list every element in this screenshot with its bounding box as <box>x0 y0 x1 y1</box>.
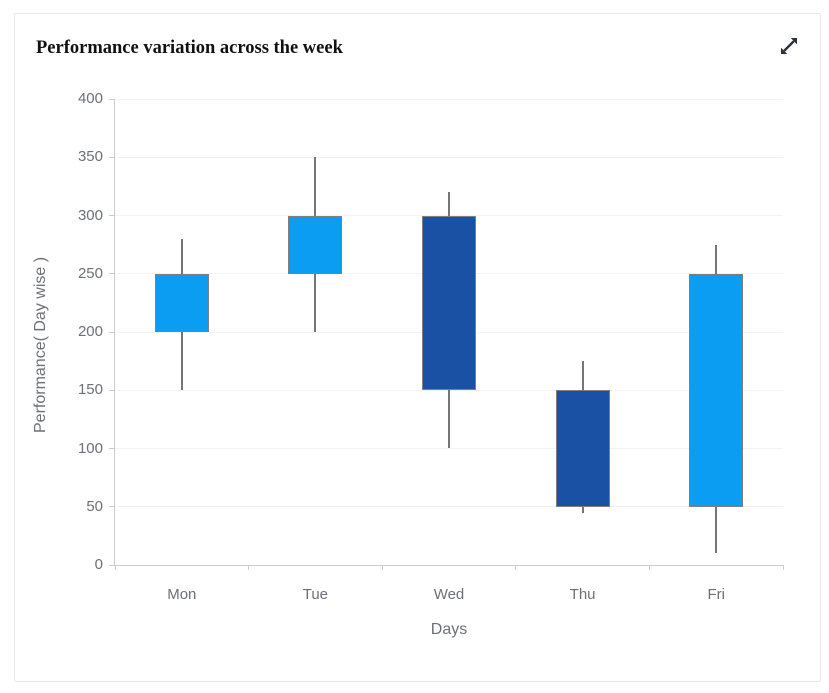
y-tick-label: 200 <box>77 323 103 340</box>
candle-body <box>288 215 343 274</box>
candle-body <box>154 273 209 332</box>
y-tick-label: 50 <box>86 497 103 515</box>
x-axis-title: Days <box>430 621 468 638</box>
y-axis-tick <box>109 448 115 449</box>
candlestick-plot: 0 50 100 150 200 250 300 350 400 Mon Tue Wed Thu Fri <box>78 90 784 603</box>
x-axis-line <box>115 565 784 566</box>
gridline <box>115 156 783 158</box>
x-axis-tick <box>648 565 650 570</box>
candle-body <box>689 273 744 507</box>
y-axis-tick <box>109 506 115 508</box>
y-axis-tick <box>109 273 115 275</box>
gridline <box>115 448 783 449</box>
x-tick-label-wed: Wed <box>433 586 465 603</box>
y-axis-tick <box>109 564 115 566</box>
chart-card: Performance variation across the week 0 5… <box>14 13 821 682</box>
x-tick-label-mon: Mon <box>167 586 197 603</box>
chart-title: Performance variation across the week <box>36 38 343 58</box>
y-axis-title: Performance( Day wise ) <box>32 256 49 434</box>
x-tick-label-thu: Thu <box>569 586 596 603</box>
y-axis-tick <box>109 331 115 333</box>
x-axis-tick <box>782 565 784 570</box>
x-tick-label-tue: Tue <box>302 586 329 603</box>
y-tick-label: 300 <box>77 206 103 224</box>
candle-body <box>422 215 476 391</box>
y-tick-label: 350 <box>77 148 103 166</box>
y-axis-tick <box>109 215 115 216</box>
y-axis-tick <box>109 389 115 391</box>
y-tick-label: 150 <box>77 381 103 399</box>
x-axis-tick <box>515 565 517 570</box>
x-axis-tick <box>248 565 250 570</box>
y-axis-tick <box>109 156 115 158</box>
expand-arrows-icon <box>780 37 798 54</box>
expand-icon[interactable] <box>774 32 804 62</box>
candle-body <box>555 390 610 507</box>
y-tick-label: 400 <box>77 90 103 107</box>
gridline <box>115 506 783 508</box>
y-tick-label: 250 <box>77 264 103 282</box>
y-tick-label: 0 <box>94 556 103 573</box>
y-axis-tick <box>109 98 115 100</box>
x-axis-tick <box>114 565 116 570</box>
x-tick-label-fri: Fri <box>707 586 725 603</box>
x-axis-tick <box>381 565 383 570</box>
y-tick-label: 100 <box>77 439 103 457</box>
gridline <box>115 98 783 100</box>
